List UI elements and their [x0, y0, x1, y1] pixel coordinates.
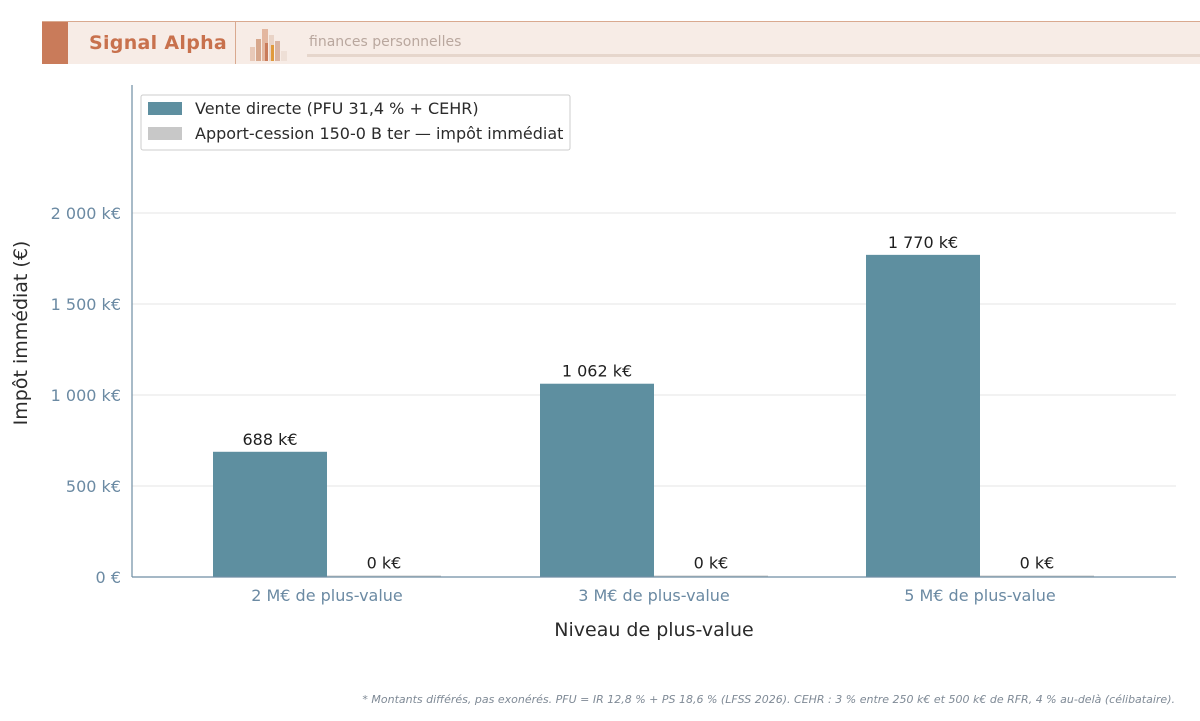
- legend-label-apport-cession: Apport-cession 150-0 B ter — impôt imméd…: [195, 124, 563, 143]
- bar: [980, 575, 1094, 577]
- bar-value-label: 0 k€: [694, 554, 729, 573]
- header-divider: [235, 22, 236, 64]
- bar: [540, 383, 654, 577]
- legend-swatch-vente-directe: [148, 102, 182, 115]
- bars: [213, 254, 1094, 578]
- y-tick-label: 1 500 k€: [51, 295, 121, 314]
- legend: Vente directe (PFU 31,4 % + CEHR) Apport…: [140, 94, 571, 151]
- bar: [327, 575, 441, 577]
- y-tick-label: 500 k€: [66, 477, 121, 496]
- bar-value-label: 688 k€: [242, 430, 297, 449]
- y-tick-label: 2 000 k€: [51, 204, 121, 223]
- x-tick-label: 2 M€ de plus-value: [251, 586, 403, 605]
- bar-chart-logo-icon: [250, 29, 287, 61]
- legend-box: [140, 94, 571, 151]
- brand-color-block: [42, 22, 68, 64]
- bar-value-label: 1 770 k€: [888, 233, 958, 252]
- bar-chart: 688 k€ 0 k€ 1 062 k€ 0 k€ 1 770 k€ 0 k€ 0 € 50…: [10, 85, 1176, 641]
- data-labels: 688 k€ 0 k€ 1 062 k€ 0 k€ 1 770 k€ 0 k€: [242, 233, 1054, 573]
- y-tick-label: 0 €: [96, 568, 121, 587]
- y-axis-title: Impôt immédiat (€): [10, 241, 32, 426]
- tagline-underline: [307, 54, 1200, 57]
- x-tick-label: 3 M€ de plus-value: [578, 586, 730, 605]
- site-header: Signal Alpha finances personnelles: [42, 21, 1200, 64]
- brand-name[interactable]: Signal Alpha: [89, 32, 228, 54]
- bar: [866, 254, 980, 578]
- bar: [213, 451, 327, 577]
- tagline: finances personnelles: [309, 34, 462, 50]
- bar-value-label: 1 062 k€: [562, 362, 632, 381]
- bar-value-label: 0 k€: [1020, 554, 1055, 573]
- y-tick-label: 1 000 k€: [51, 386, 121, 405]
- x-tick-label: 5 M€ de plus-value: [904, 586, 1056, 605]
- legend-label-vente-directe: Vente directe (PFU 31,4 % + CEHR): [195, 99, 479, 118]
- legend-swatch-apport-cession: [148, 127, 182, 140]
- bar-value-label: 0 k€: [367, 554, 402, 573]
- footnote: * Montants différés, pas exonérés. PFU =…: [362, 693, 1175, 706]
- bar: [654, 575, 768, 577]
- x-axis-title: Niveau de plus-value: [554, 619, 753, 641]
- axes: 0 € 500 k€ 1 000 k€ 1 500 k€ 2 000 k€ 2 M€ de…: [51, 85, 1176, 605]
